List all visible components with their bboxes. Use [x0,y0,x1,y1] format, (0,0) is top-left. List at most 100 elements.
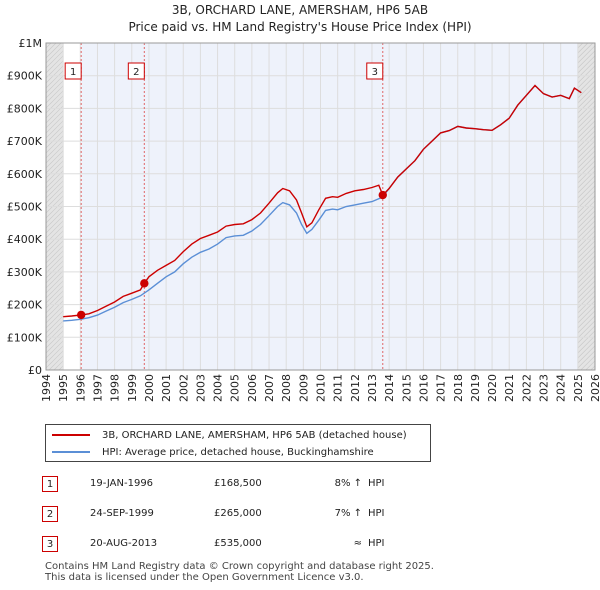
hatch-line [577,120,596,139]
hatch-line [577,115,596,134]
hatch-line [580,355,596,371]
legend-item-hpi: HPI: Average price, detached house, Buck… [52,444,374,460]
sale-point [76,310,86,320]
y-tick-label: £900K [7,70,43,83]
x-tick-label: 2014 [383,374,396,402]
series-line-property [63,84,582,318]
hatch-line [45,55,64,74]
x-tick-label: 2009 [297,374,310,402]
x-tick-label: 2008 [280,374,293,402]
hatch-line [45,42,62,59]
hatch-line [577,255,596,274]
footer: Contains HM Land Registry data © Crown c… [45,561,434,583]
hatch-line [45,200,64,219]
hatch-line [48,355,64,371]
x-tick-label: 2015 [400,374,413,402]
hatch-line [45,220,64,239]
chart-subtitle: Price paid vs. HM Land Registry's House … [128,20,471,34]
hatch-line [45,140,64,159]
hatch-line [45,325,64,344]
y-tick-label: £500K [7,201,43,214]
x-tick-label: 1998 [109,374,122,402]
sale-price: £265,000 [214,508,262,519]
hatch-line [577,100,596,119]
hatch-line [45,135,64,154]
hatch-line [45,85,64,104]
hatch-line [577,70,596,89]
hatch-line [45,185,64,204]
hatch-line [45,265,64,284]
sale-label-text: 3 [372,67,378,78]
hatch-line [45,45,64,64]
sale-price: £535,000 [214,538,262,549]
hatch-line [45,280,64,299]
sale-hpi-relation: 7% ↑ [334,508,362,519]
y-tick-label: £100K [7,331,43,344]
sale-number-badge: 2 [42,506,58,522]
hatch-line [577,210,596,229]
hatch-line [577,110,596,129]
x-tick-label: 2025 [572,374,585,402]
hatch-line [45,125,64,144]
x-tick-label: 2010 [315,374,328,402]
hatch-line [577,240,596,259]
hatch-line [45,210,64,229]
legend-item-property: 3B, ORCHARD LANE, AMERSHAM, HP6 5AB (det… [52,427,407,443]
x-tick-label: 2011 [332,374,345,402]
hatch-line [45,240,64,259]
hatch-line [577,42,584,49]
hatch-line [577,345,596,364]
hatch-line [577,265,596,284]
x-tick-label: 2017 [435,374,448,402]
x-tick-label: 2005 [229,374,242,402]
y-tick-label: £400K [7,233,43,246]
hatch-line [577,42,589,54]
hatch-line [45,310,64,329]
hatch-line [577,270,596,289]
sale-hpi-relation: 8% ↑ [334,478,362,489]
hatch-line [45,320,64,339]
x-tick-label: 2024 [555,374,568,402]
hatch-line [577,160,596,179]
hatch-line [577,305,596,324]
hatch-line [45,110,64,129]
hatch-line [577,245,596,264]
hatch-line [45,50,64,69]
hatch-line [45,165,64,184]
hatch-line [577,190,596,209]
sale-hpi-label: HPI [368,538,385,549]
hatch-line [577,290,596,309]
hatch-line [577,205,596,224]
hatch-line [45,150,64,169]
sale-number-badge: 1 [42,476,58,492]
sale-date: 24-SEP-1999 [90,508,154,519]
hatch-line [577,165,596,184]
x-tick-label: 2023 [538,374,551,402]
hatch-line [585,360,596,371]
hatch-line [577,325,596,344]
hatch-line [577,330,596,349]
hatch-line [577,50,596,69]
hatch-line [45,335,64,354]
table-row: 3 20-AUG-2013 £535,000 ≈ HPI [42,536,442,554]
x-tick-label: 2003 [194,374,207,402]
hatch-line [577,85,596,104]
y-tick-label: £600K [7,168,43,181]
hatch-line [45,100,64,119]
x-tick-label: 2021 [503,374,516,402]
hatch-line [577,45,596,64]
hatch-line [577,145,596,164]
plot-frame [45,42,596,371]
hatch-line [45,345,64,364]
hatch-line [577,55,596,74]
y-tick-label: £800K [7,102,43,115]
hatch-line [577,300,596,319]
x-tick-label: 2002 [177,374,190,402]
hatch-line [45,145,64,164]
hatch-line [45,245,64,264]
sale-price: £168,500 [214,478,262,489]
x-tick-label: 2007 [263,374,276,402]
legend-swatch-property [52,434,90,436]
hatch-line [590,365,596,371]
hatch-line [45,340,64,359]
